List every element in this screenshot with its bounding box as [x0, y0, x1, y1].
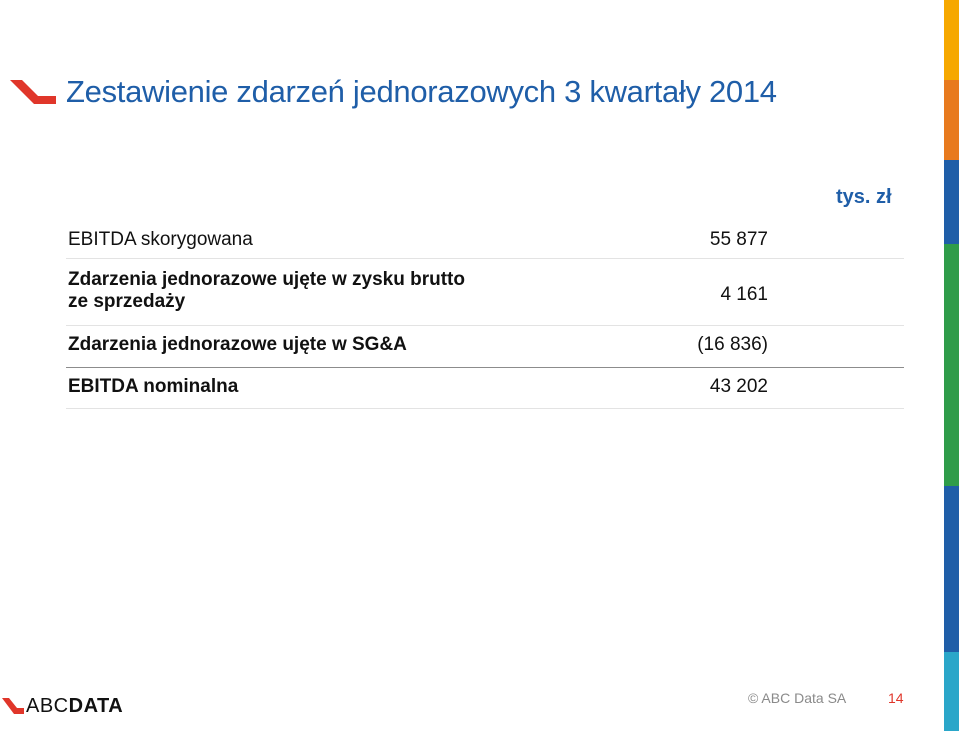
row-label-line2: ze sprzedaży — [68, 291, 186, 312]
sidebar-segment — [944, 160, 959, 244]
abc-data-logo: ABCDATA — [2, 692, 123, 720]
sidebar-segment — [944, 80, 959, 160]
slide-title: Zestawienie zdarzeń jednorazowych 3 kwar… — [66, 74, 777, 109]
row-value: 43 202 — [709, 376, 768, 397]
unit-label: tys. zł — [836, 186, 892, 208]
one-off-events-table: EBITDA skorygowana 55 877 Zdarzenia jedn… — [66, 215, 904, 409]
table-row: EBITDA skorygowana 55 877 — [66, 215, 904, 259]
copyright-text: © ABC Data SA — [748, 690, 847, 706]
brand-text: ABCDATA — [26, 695, 123, 718]
sidebar-segment — [944, 244, 959, 486]
row-value: 4 161 — [720, 284, 768, 305]
row-value: (16 836) — [697, 334, 768, 355]
color-sidebar — [944, 0, 959, 731]
abc-data-brand-icon — [2, 698, 24, 714]
table-row: Zdarzenia jednorazowe ujęte w SG&A (16 8… — [66, 326, 904, 368]
brand-suffix: DATA — [68, 694, 124, 717]
row-label-line1: Zdarzenia jednorazowe ujęte w zysku brut… — [68, 269, 465, 290]
row-value: 55 877 — [709, 229, 768, 250]
row-label: Zdarzenia jednorazowe ujęte w zysku brut… — [68, 269, 465, 313]
row-label: EBITDA skorygowana — [68, 229, 253, 250]
table-row: EBITDA nominalna 43 202 — [66, 368, 904, 409]
page-number: 14 — [888, 690, 904, 706]
sidebar-segment — [944, 652, 959, 731]
sidebar-segment — [944, 486, 959, 652]
row-label: Zdarzenia jednorazowe ujęte w SG&A — [68, 334, 407, 355]
table-row: Zdarzenia jednorazowe ujęte w zysku brut… — [66, 259, 904, 326]
brand-prefix: ABC — [26, 694, 69, 717]
sidebar-segment — [944, 0, 959, 80]
row-label: EBITDA nominalna — [68, 376, 239, 397]
abc-data-swoosh-icon — [10, 80, 56, 104]
